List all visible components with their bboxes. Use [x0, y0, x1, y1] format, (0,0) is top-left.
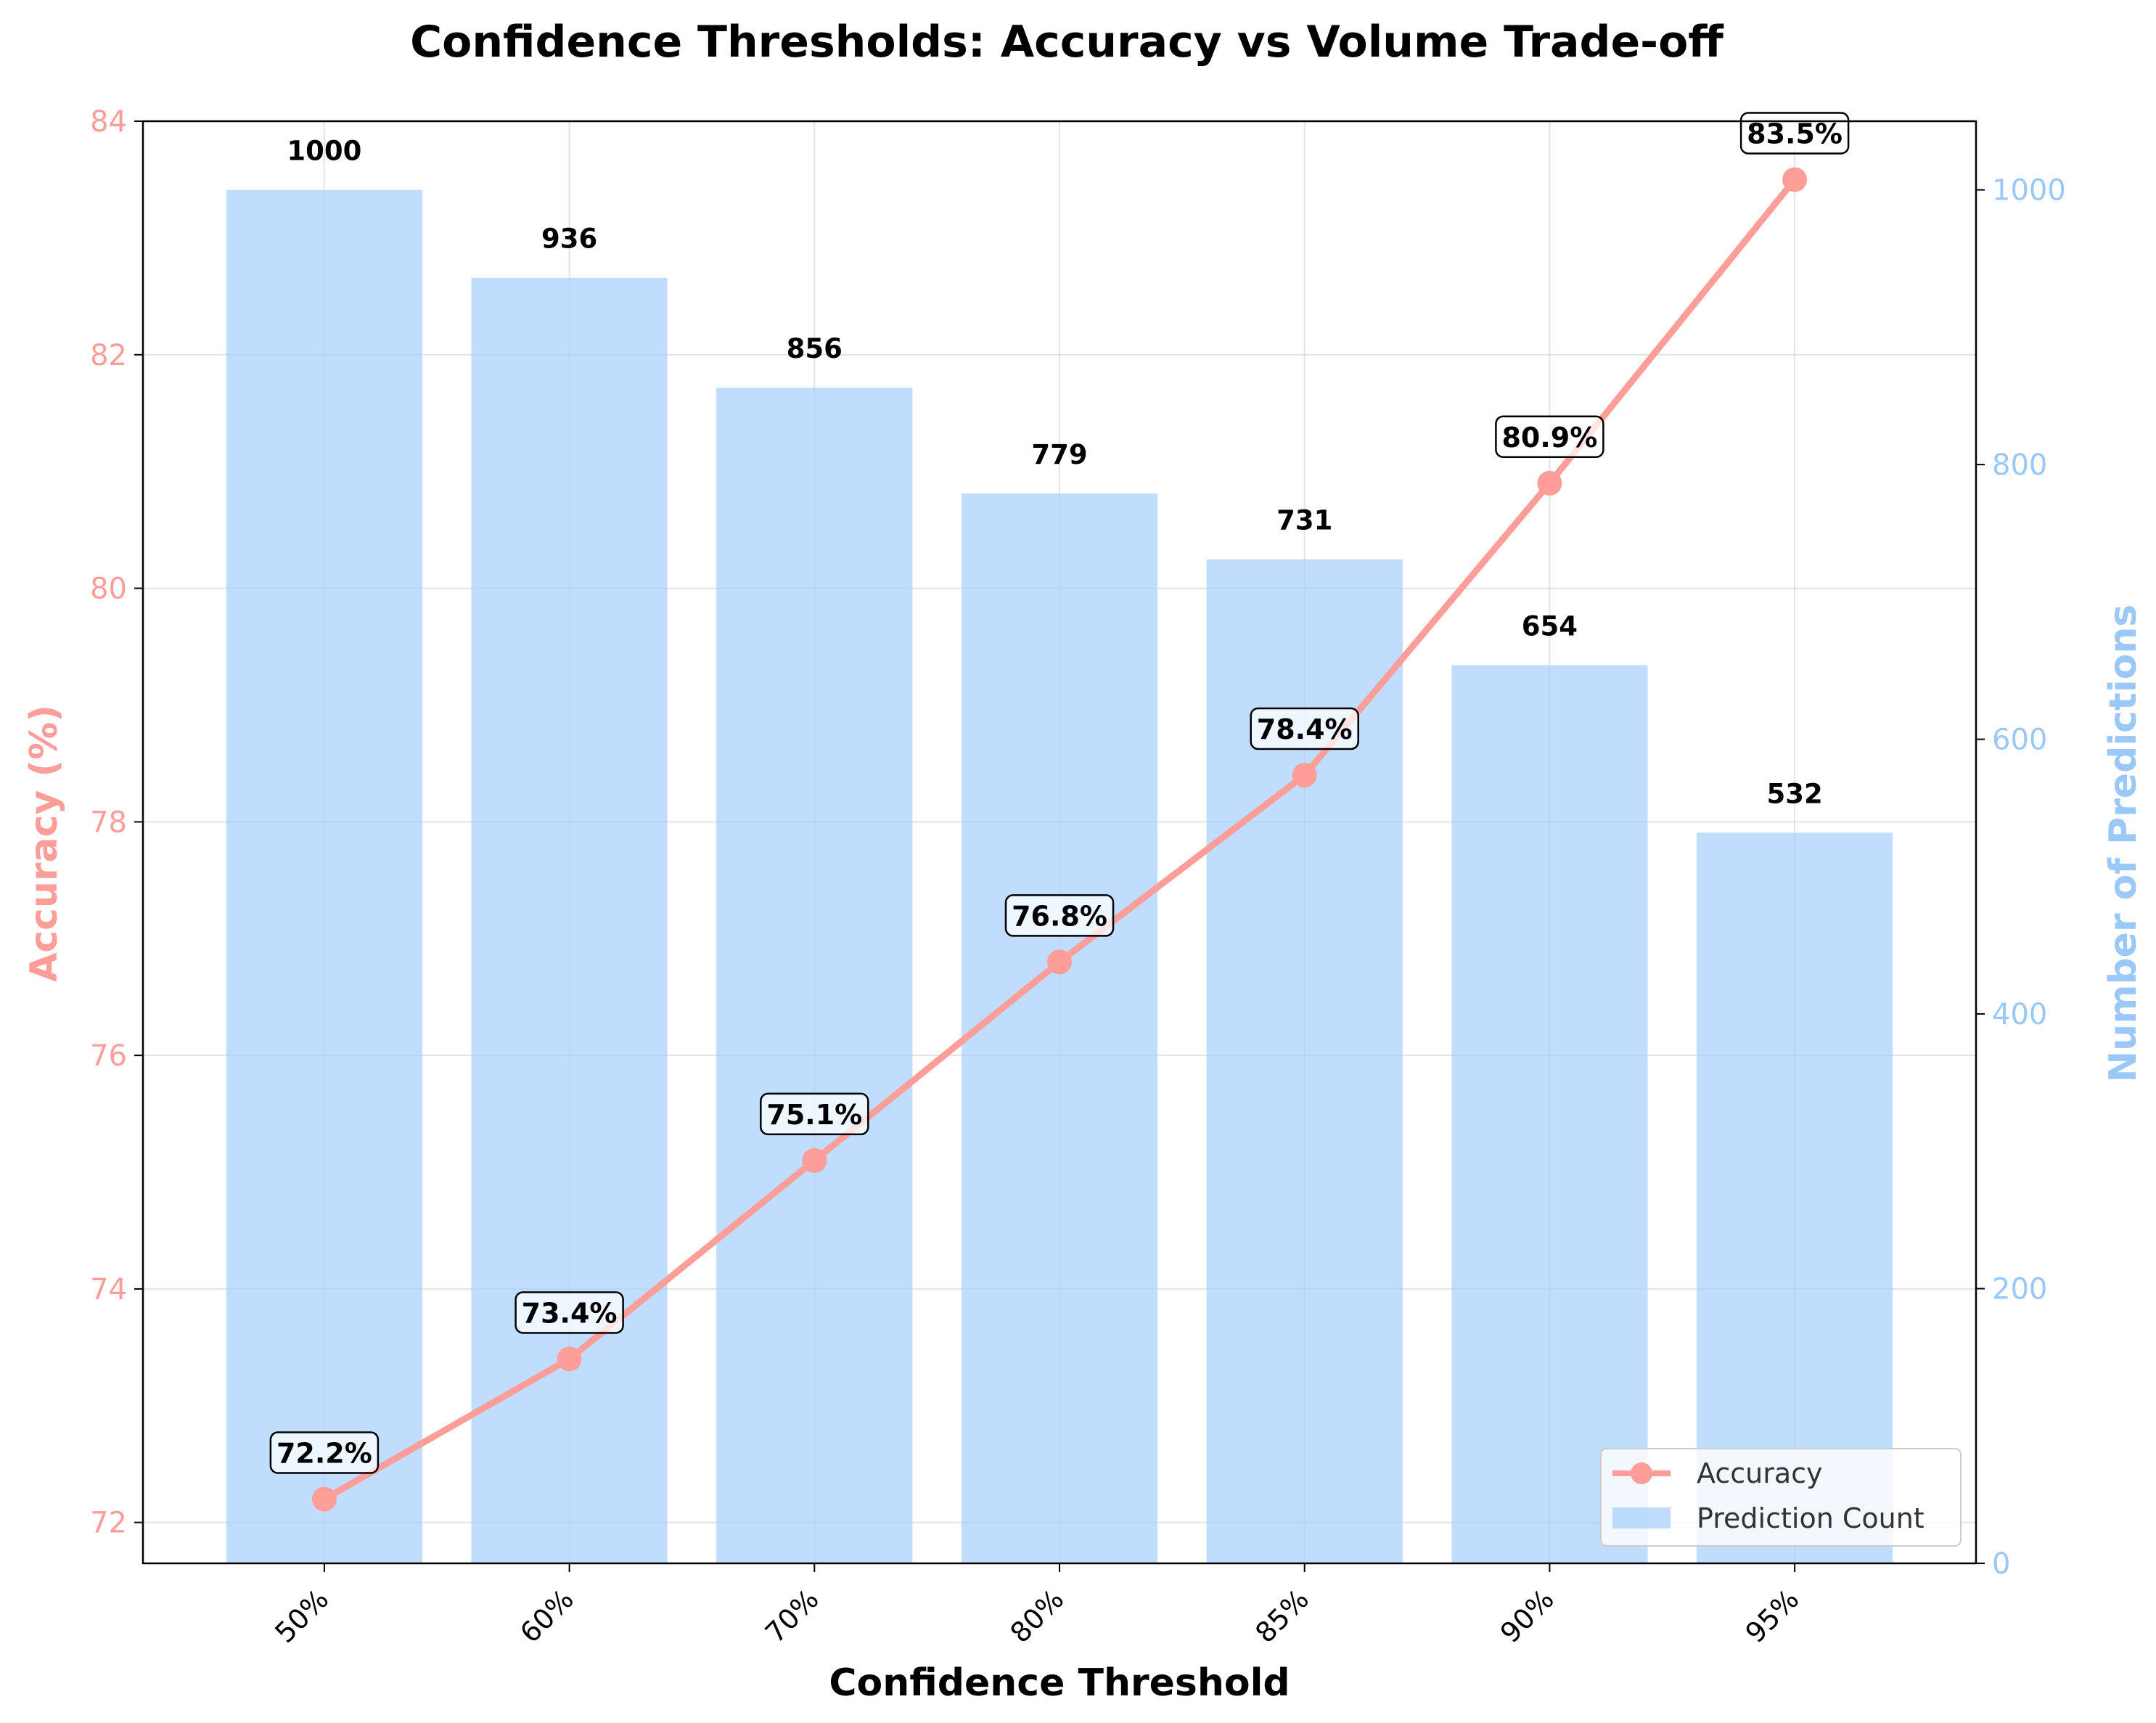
bar-value-label: 1000 — [287, 136, 361, 167]
accuracy-annotation: 80.9% — [1495, 415, 1604, 459]
accuracy-label: 80.9% — [1501, 422, 1597, 454]
accuracy-label-box — [1739, 112, 1850, 155]
accuracy-annotation: 75.1% — [760, 1092, 869, 1136]
bar-value-label: 856 — [787, 333, 843, 364]
bar-value-label: 532 — [1766, 778, 1822, 809]
x-axis-title: Confidence Threshold — [829, 1661, 1290, 1705]
y-right-tick-label: 1000 — [1992, 174, 2066, 208]
accuracy-label: 83.5% — [1747, 118, 1843, 150]
accuracy-point — [557, 1346, 582, 1372]
y-right-tick-label: 600 — [1992, 724, 2047, 757]
accuracy-point — [1292, 762, 1317, 787]
y-right-tick-label: 400 — [1992, 998, 2047, 1031]
accuracy-labels: 72.2% 73.4% 75.1% 76.8% 78.4% 80.9% 83.5% — [269, 112, 1850, 1474]
bar — [1451, 665, 1648, 1564]
y-axis-left-title: Accuracy (%) — [22, 705, 66, 982]
bar-labels: 1000 936 856 779 731 654 532 — [287, 136, 1822, 810]
accuracy-label-box — [1495, 415, 1604, 459]
bar — [961, 493, 1158, 1564]
accuracy-label: 76.8% — [1012, 900, 1107, 932]
chart-title: Confidence Thresholds: Accuracy vs Volum… — [410, 17, 1724, 67]
accuracy-label-box — [760, 1092, 869, 1136]
y-left-tick-label: 76 — [90, 1039, 127, 1073]
y-left-tick-label: 80 — [90, 573, 127, 606]
accuracy-point — [1782, 167, 1808, 192]
bar — [1697, 832, 1893, 1563]
bar-value-label: 779 — [1031, 439, 1087, 470]
legend-frame — [1600, 1448, 1962, 1547]
bar — [716, 388, 913, 1564]
legend: Accuracy Prediction Count — [1600, 1448, 1962, 1547]
accuracy-annotation: 78.4% — [1250, 707, 1359, 750]
legend-prediction-count-label: Prediction Count — [1697, 1502, 1925, 1534]
accuracy-annotation: 83.5% — [1739, 112, 1850, 155]
accuracy-point — [1047, 949, 1072, 975]
legend-accuracy-marker — [1631, 1462, 1652, 1484]
accuracy-label-box — [1004, 894, 1115, 937]
y-left-tick-label: 74 — [90, 1273, 127, 1306]
y-axis-right-title: Number of Predictions — [2102, 605, 2145, 1083]
accuracy-label: 78.4% — [1257, 713, 1353, 745]
accuracy-point — [802, 1147, 827, 1173]
accuracy-label: 72.2% — [276, 1438, 372, 1470]
bar-value-label: 731 — [1276, 505, 1332, 536]
y-left-tick-label: 72 — [90, 1507, 127, 1540]
accuracy-label-box — [1250, 707, 1359, 750]
y-right-tick-label: 200 — [1992, 1273, 2047, 1306]
accuracy-annotation: 76.8% — [1004, 894, 1115, 937]
accuracy-annotation: 72.2% — [269, 1431, 380, 1474]
y-left-tick-label: 78 — [90, 806, 127, 839]
y-right-tick-label: 0 — [1992, 1547, 2010, 1581]
accuracy-label-box — [269, 1431, 380, 1474]
accuracy-annotation: 73.4% — [515, 1291, 624, 1334]
accuracy-point — [311, 1486, 337, 1512]
accuracy-series — [311, 167, 1808, 1512]
bar-value-label: 936 — [541, 224, 597, 255]
accuracy-label-box — [515, 1291, 624, 1334]
accuracy-label: 73.4% — [522, 1297, 618, 1329]
bar — [226, 189, 422, 1564]
accuracy-point — [1537, 470, 1562, 496]
y-left-tick-label: 82 — [90, 339, 127, 372]
y-left-tick-label: 84 — [90, 105, 127, 139]
legend-prediction-count-swatch — [1612, 1507, 1671, 1528]
y-right-tick-label: 800 — [1992, 449, 2047, 482]
legend-accuracy-label: Accuracy — [1697, 1457, 1823, 1489]
accuracy-label: 75.1% — [766, 1099, 862, 1131]
bar-value-label: 654 — [1522, 610, 1578, 642]
